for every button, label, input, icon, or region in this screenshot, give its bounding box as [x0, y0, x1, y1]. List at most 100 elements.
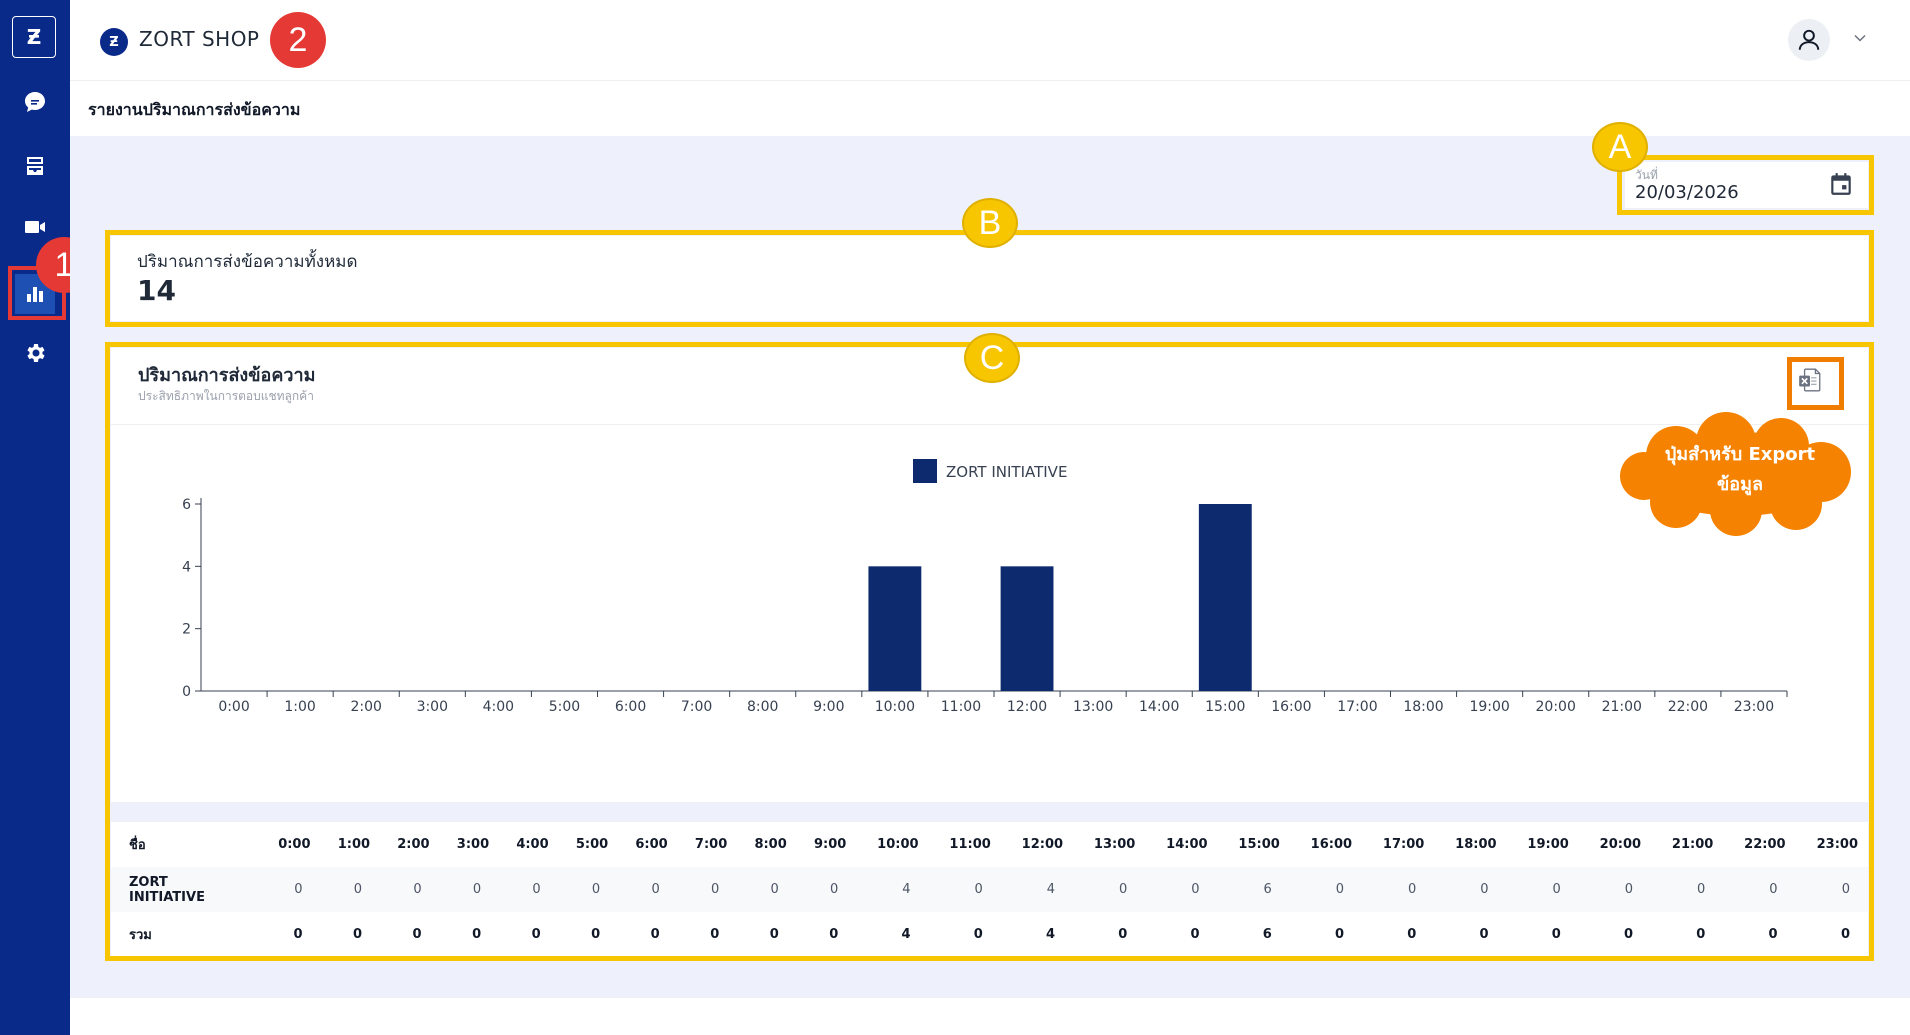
y-tick-label: 2 — [182, 622, 191, 638]
x-tick-label: 13:00 — [1073, 699, 1113, 715]
x-tick-label: 6:00 — [615, 699, 646, 715]
chevron-down-icon[interactable] — [1850, 28, 1870, 48]
x-tick-label: 3:00 — [417, 699, 448, 715]
summary-value: 14 — [137, 274, 176, 307]
cell-value: 0 — [558, 867, 619, 912]
cell-value: 0 — [499, 912, 559, 957]
x-tick-label: 10:00 — [875, 699, 915, 715]
y-tick-label: 4 — [182, 559, 191, 575]
cell-value: 0 — [380, 867, 440, 912]
cell-value: 0 — [1073, 912, 1146, 957]
calendar-icon[interactable] — [1828, 171, 1854, 197]
page-title: รายงานปริมาณการส่งข้อความ — [88, 100, 301, 119]
legend-swatch — [913, 459, 937, 483]
cell-value: 0 — [1073, 867, 1146, 912]
cell-value: 0 — [1289, 867, 1363, 912]
annotation-export-highlight — [1787, 357, 1844, 410]
app-logo[interactable]: Ƶ — [12, 16, 56, 58]
header-hour: 4:00 — [499, 822, 559, 867]
header-hour: 11:00 — [928, 822, 1001, 867]
header-hour: 0:00 — [261, 822, 321, 867]
row-name: ZORT INITIATIVE — [111, 867, 261, 912]
bar-chart: ZORT INITIATIVE 0 2 4 6 0:00 1:00 2:00 3:00 4:00 5… — [182, 459, 1788, 715]
x-tick-label: 5:00 — [549, 699, 580, 715]
x-tick-label: 16:00 — [1271, 699, 1311, 715]
cell-value: 0 — [618, 912, 678, 957]
header-hour: 12:00 — [1000, 822, 1074, 867]
annotation-cloud-line-1: ปุ่มสำหรับ Export — [1664, 444, 1816, 465]
cell-value: 0 — [796, 867, 857, 912]
chat-icon[interactable] — [19, 86, 51, 118]
cell-value: 0 — [677, 912, 738, 957]
export-excel-button[interactable] — [1792, 362, 1828, 398]
table-row: รวม 0 0 0 0 0 0 0 0 0 0 4 0 4 0 0 6 0 0 0 0 0 0 0 0 — [111, 912, 1868, 957]
date-filter-field[interactable]: วันที่ 20/03/2026 — [1625, 162, 1868, 208]
cell-value: 0 — [320, 912, 381, 957]
header-hour: 19:00 — [1506, 822, 1579, 867]
x-tick-label: 9:00 — [813, 699, 844, 715]
date-value[interactable]: 20/03/2026 — [1635, 182, 1739, 203]
x-tick-label: 20:00 — [1536, 699, 1576, 715]
bar — [1000, 566, 1054, 691]
header-hour: 21:00 — [1651, 822, 1724, 867]
annotation-badge-c: C — [964, 333, 1020, 383]
cell-value: 0 — [618, 867, 678, 912]
cell-value: 4 — [1000, 912, 1074, 957]
excel-icon — [1799, 368, 1821, 392]
x-tick-label: 12:00 — [1007, 699, 1047, 715]
x-tick-label: 22:00 — [1668, 699, 1708, 715]
header-hour: 23:00 — [1795, 822, 1868, 867]
bar — [1198, 504, 1252, 691]
x-tick-label: 14:00 — [1139, 699, 1179, 715]
header-hour: 14:00 — [1145, 822, 1218, 867]
summary-card: ปริมาณการส่งข้อความทั้งหมด 14 — [111, 236, 1868, 321]
table-row: ZORT INITIATIVE 0 0 0 0 0 0 0 0 0 0 4 0 4 0 0 6 0 0 0 0 0 0 0 0 — [111, 867, 1868, 912]
user-avatar[interactable] — [1788, 19, 1830, 61]
annotation-box-a — [1617, 155, 1874, 215]
video-icon[interactable] — [19, 211, 51, 243]
x-tick-label: 15:00 — [1205, 699, 1245, 715]
x-tick-label: 2:00 — [350, 699, 381, 715]
cell-value: 0 — [737, 912, 797, 957]
x-tick-label: 7:00 — [681, 699, 712, 715]
y-tick-label: 6 — [182, 497, 191, 513]
header-hour: 20:00 — [1578, 822, 1652, 867]
annotation-badge-a: A — [1592, 122, 1648, 172]
cell-value: 0 — [1795, 867, 1868, 912]
cell-value: 0 — [1434, 912, 1507, 957]
header-hour: 16:00 — [1289, 822, 1363, 867]
header-hour: 7:00 — [677, 822, 738, 867]
inbox-icon[interactable] — [19, 150, 51, 182]
header-name: ชื่อ — [111, 822, 261, 867]
x-tick-label: 19:00 — [1469, 699, 1509, 715]
cell-value: 0 — [1651, 867, 1724, 912]
chart-subtitle: ประสิทธิภาพในการตอบแชทลูกค้า — [138, 389, 314, 403]
annotation-box-c — [105, 342, 1874, 961]
header-hour: 5:00 — [558, 822, 619, 867]
x-tick-label: 8:00 — [747, 699, 778, 715]
date-label: วันที่ — [1635, 168, 1658, 182]
header-hour: 6:00 — [618, 822, 678, 867]
cell-value: 0 — [499, 867, 559, 912]
cell-value: 0 — [1723, 912, 1796, 957]
shop-logo: Ƶ — [100, 28, 128, 56]
chart-title: ปริมาณการส่งข้อความ — [138, 365, 316, 386]
cell-value: 4 — [856, 867, 929, 912]
header-hour: 8:00 — [737, 822, 797, 867]
header-hour: 3:00 — [439, 822, 500, 867]
cell-value: 0 — [1795, 912, 1868, 957]
cell-value: 0 — [737, 867, 797, 912]
shop-name[interactable]: ZORT SHOP — [139, 27, 260, 51]
sidebar: Ƶ — [0, 0, 70, 1035]
cell-value: 0 — [1506, 912, 1579, 957]
cell-value: 0 — [1362, 912, 1435, 957]
cell-value: 4 — [1000, 867, 1074, 912]
gear-icon[interactable] — [19, 337, 51, 369]
summary-label: ปริมาณการส่งข้อความทั้งหมด — [137, 252, 358, 272]
annotation-badge-b: B — [962, 198, 1018, 248]
cell-value: 0 — [928, 912, 1001, 957]
data-table: ชื่อ 0:00 1:00 2:00 3:00 4:00 5:00 6:00 7:00 8:0… — [111, 822, 1868, 957]
annotation-cloud — [1620, 412, 1851, 536]
cell-value: 0 — [1506, 867, 1579, 912]
header-hour: 10:00 — [856, 822, 929, 867]
